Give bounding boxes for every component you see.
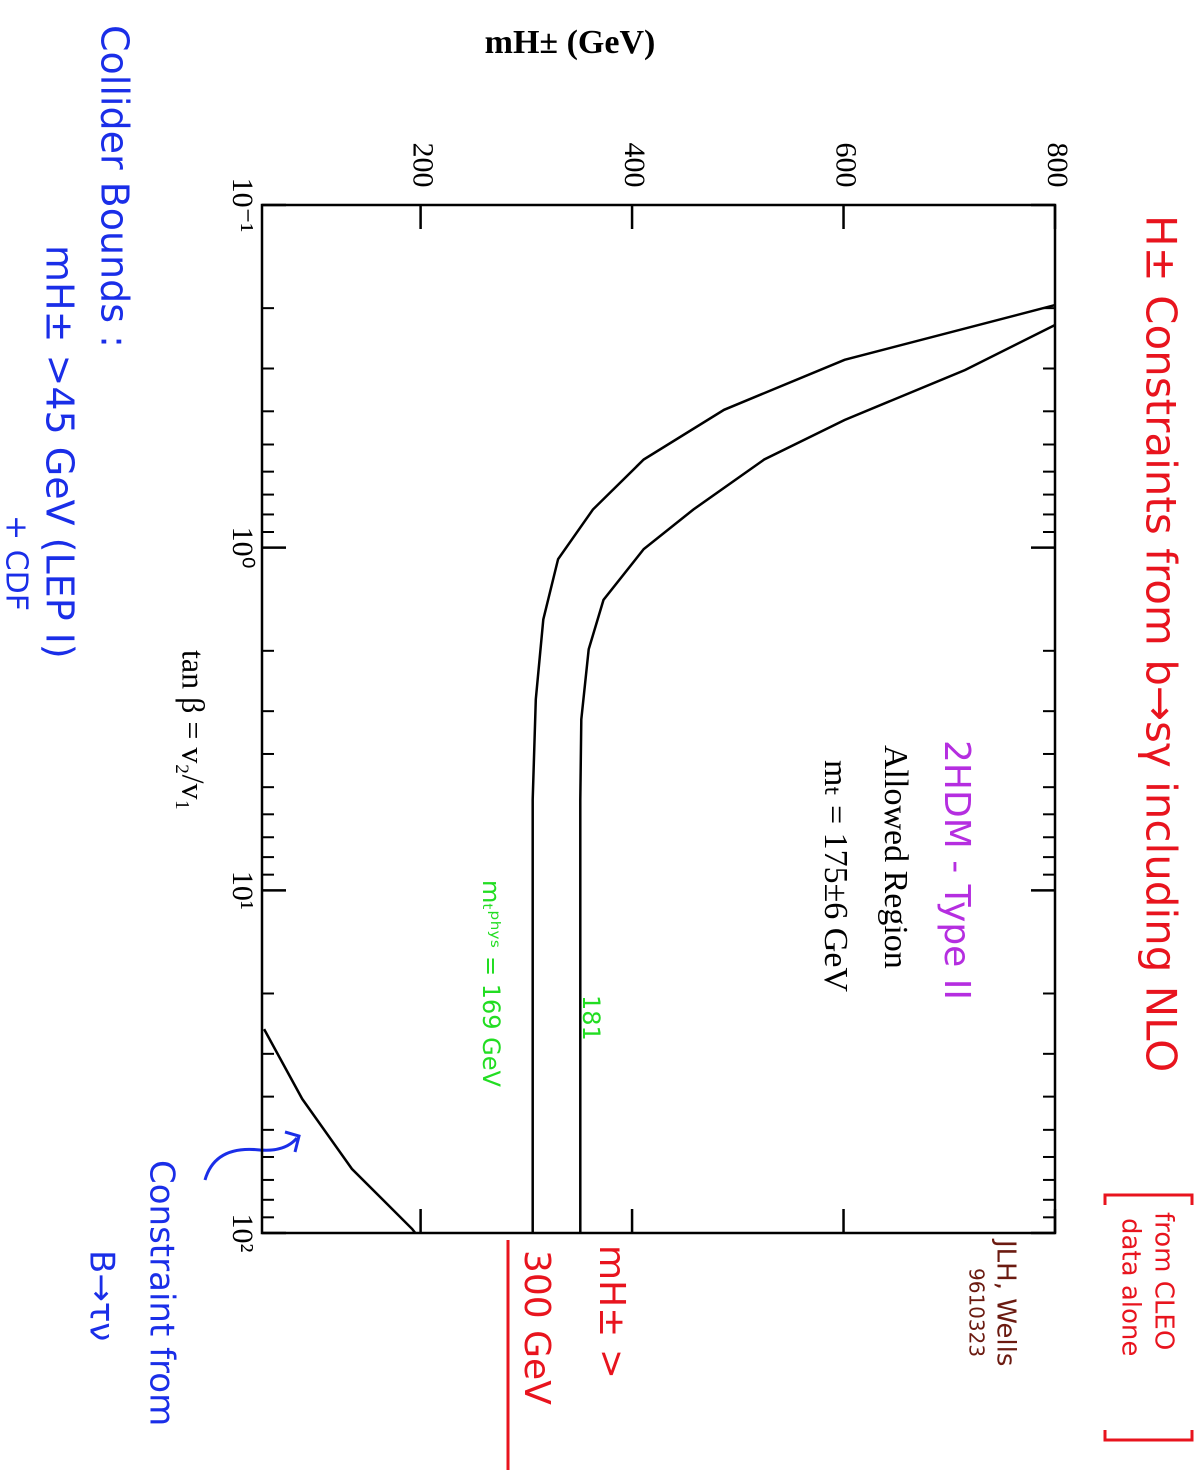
annotation: + CDF [0,515,34,611]
bracket [1103,1193,1194,1205]
x-tick-label: 10⁰ [226,527,259,569]
annotation: Constraint from [142,1160,182,1426]
x-tick-label: 10² [226,1214,259,1253]
y-tick-label: 800 [1041,143,1074,188]
chart-title: H± Constraints from b→sγ including NLO [1137,215,1186,1072]
curve-label: 181 [577,995,605,1041]
x-tick-label: 10¹ [226,871,259,910]
decorations [203,1130,1194,1470]
x-tick-label: 10⁻¹ [226,178,259,233]
annotation: mₜ = 175±6 GeV [817,760,854,992]
annotation: Allowed Region [877,745,914,969]
annotation: 300 GeV [516,1250,557,1405]
annotation: mH± >45 GeV (LEP I) [38,245,82,659]
y-axis-label: mH± (GeV) [485,24,656,61]
arrow-head [284,1130,301,1153]
annotation: 9610323 [965,1268,989,1357]
curve-label: mₜᵖʰʸˢ = 169 GeV [477,880,505,1088]
arrow [203,1136,299,1181]
annotation: B→τν [82,1250,122,1341]
y-tick-label: 600 [830,143,863,188]
annotation: JLH, Wells [991,1238,1021,1366]
y-tick-label: 200 [407,143,440,188]
curve [579,323,1056,1233]
y-tick-label: 400 [618,143,651,188]
annotation: Collider Bounds : [93,25,137,348]
plot-frame [260,203,1057,1235]
annotation: from CLEO [1149,1212,1179,1350]
curve [263,1028,417,1234]
annotation: 2HDM - Type II [936,740,977,1000]
curve [531,303,1056,1233]
x-axis-label: tan β = v₂/v₁ [176,650,212,811]
bracket [1103,1430,1194,1442]
annotation: data alone [1116,1218,1146,1356]
annotation: mH± > [591,1245,632,1379]
